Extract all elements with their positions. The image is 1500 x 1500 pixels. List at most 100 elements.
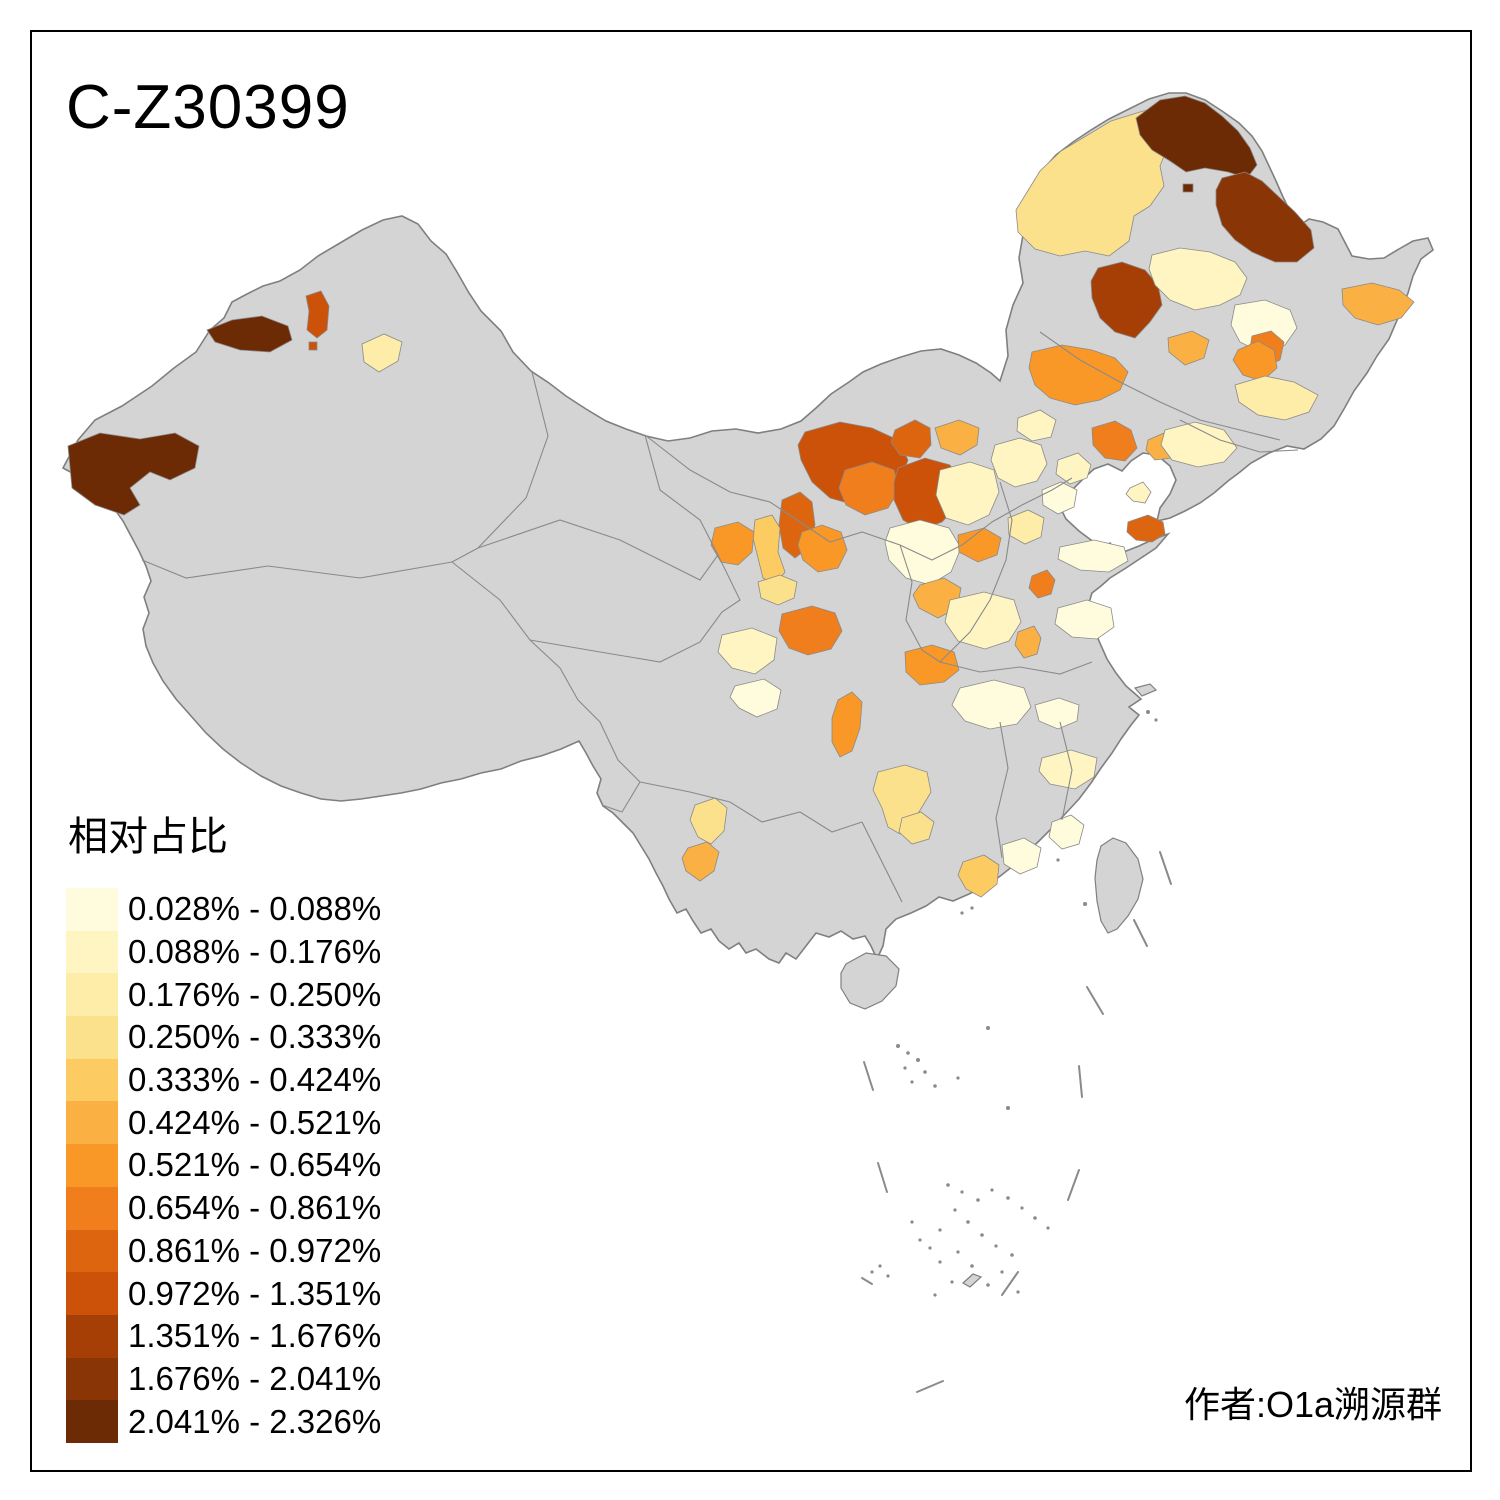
hainan-island	[840, 952, 900, 1010]
map-region	[1055, 452, 1092, 485]
map-region	[1057, 539, 1129, 573]
map-region	[890, 419, 932, 459]
legend-swatch	[66, 1229, 118, 1273]
map-region	[1014, 625, 1042, 659]
legend-row: 0.654% - 0.861%	[66, 1186, 486, 1230]
legend-row: 0.250% - 0.333%	[66, 1016, 486, 1059]
nine-dash-line	[861, 851, 1172, 1393]
map-region	[838, 461, 900, 516]
map-region	[67, 432, 200, 516]
map-region	[361, 333, 403, 373]
legend-swatch	[66, 1144, 118, 1187]
legend-label: 1.676% - 2.041%	[128, 1359, 382, 1397]
map-region	[951, 679, 1032, 730]
legend-row: 0.333% - 0.424%	[66, 1058, 486, 1102]
map-region	[206, 315, 293, 353]
map-region	[1135, 95, 1258, 179]
legend-row: 0.028% - 0.088%	[66, 888, 486, 931]
legend-swatch	[66, 1272, 118, 1315]
map-region	[1160, 421, 1238, 468]
legend-swatch	[66, 1016, 118, 1059]
legend-row: 2.041% - 2.326%	[66, 1400, 486, 1443]
map-region	[1125, 481, 1152, 504]
map-region	[990, 437, 1048, 488]
map-region	[944, 591, 1022, 650]
legend-row: 0.176% - 0.250%	[66, 973, 486, 1017]
legend-row: 0.088% - 0.176%	[66, 930, 486, 974]
map-region	[898, 811, 935, 845]
legend-swatch	[66, 1058, 118, 1102]
map-region	[1054, 599, 1115, 640]
islands	[840, 683, 1158, 1288]
legend-label: 0.176% - 0.250%	[128, 975, 382, 1013]
legend-label: 0.028% - 0.088%	[128, 890, 382, 928]
legend-swatch	[66, 1186, 118, 1230]
legend-title: 相对占比	[68, 815, 228, 859]
map-region	[689, 797, 728, 845]
map-region	[1048, 814, 1085, 850]
map-region	[1215, 171, 1315, 263]
map-region	[934, 419, 980, 456]
legend-label: 0.521% - 0.654%	[128, 1146, 382, 1184]
map-region	[1148, 247, 1248, 311]
province-boundaries	[141, 331, 1299, 903]
map-region	[308, 341, 318, 351]
legend-row: 0.972% - 1.351%	[66, 1272, 486, 1315]
map-region	[884, 519, 962, 586]
legend-swatch	[66, 1101, 118, 1145]
map-region	[1001, 837, 1042, 875]
map-region	[681, 841, 720, 882]
map-region	[1167, 330, 1210, 366]
island-dots	[870, 710, 1158, 1297]
map-region	[729, 678, 782, 718]
map-region	[1028, 569, 1056, 599]
author-credit: 作者:O1a溯源群	[1183, 1384, 1442, 1425]
page-title: C-Z30399	[66, 73, 350, 142]
map-region	[831, 691, 863, 758]
legend-label: 0.424% - 0.521%	[128, 1103, 382, 1141]
south-sea-islet	[961, 1273, 983, 1288]
legend-label: 0.861% - 0.972%	[128, 1231, 382, 1269]
legend-swatch	[66, 973, 118, 1017]
legend-swatch	[66, 1400, 118, 1443]
legend-label: 0.088% - 0.176%	[128, 933, 382, 971]
legend-label: 2.041% - 2.326%	[128, 1402, 382, 1440]
legend-row: 1.351% - 1.676%	[66, 1314, 486, 1358]
map-region	[1034, 697, 1080, 730]
map-region	[1028, 344, 1129, 406]
map-region	[1016, 409, 1057, 442]
legend-label: 0.333% - 0.424%	[128, 1061, 382, 1099]
legend-swatch	[66, 1314, 118, 1358]
legend: 相对占比 0.028% - 0.088% 0.088% - 0.176% 0.176…	[66, 804, 486, 1443]
map-region	[797, 524, 848, 573]
map-region	[1038, 749, 1098, 790]
map-region	[1232, 340, 1278, 382]
legend-label: 0.250% - 0.333%	[128, 1018, 382, 1056]
taiwan-island	[1094, 837, 1144, 934]
map-region	[1341, 282, 1415, 326]
map-region	[305, 290, 330, 339]
map-region	[1007, 509, 1045, 545]
map-region	[904, 644, 960, 686]
legend-label: 0.972% - 1.351%	[128, 1274, 382, 1312]
legend-label: 0.654% - 0.861%	[128, 1189, 382, 1227]
legend-swatch	[66, 888, 118, 931]
legend-items: 0.028% - 0.088% 0.088% - 0.176% 0.176% - 0…	[66, 888, 486, 1443]
legend-label: 1.351% - 1.676%	[128, 1317, 382, 1355]
map-region	[1126, 514, 1166, 543]
map-region	[957, 854, 1000, 898]
map-region	[757, 574, 798, 606]
legend-row: 0.424% - 0.521%	[66, 1101, 486, 1145]
legend-swatch	[66, 930, 118, 974]
map-region	[710, 521, 755, 566]
chongming-island	[1133, 683, 1158, 697]
map-region	[1015, 104, 1185, 257]
map-region	[778, 605, 843, 656]
legend-row: 1.676% - 2.041%	[66, 1357, 486, 1401]
legend-row: 0.861% - 0.972%	[66, 1229, 486, 1273]
map-region	[1091, 420, 1138, 462]
map-region	[1041, 481, 1078, 515]
map-region	[1090, 261, 1163, 339]
map-region	[1182, 183, 1194, 193]
